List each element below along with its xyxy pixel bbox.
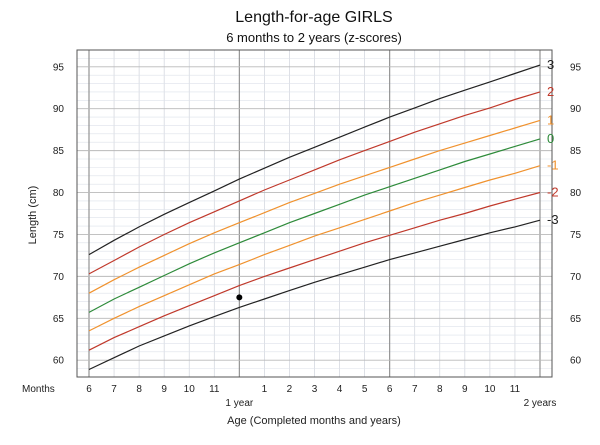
y-axis-label: Length (cm) bbox=[27, 186, 39, 245]
chart-subtitle: 6 months to 2 years (z-scores) bbox=[226, 30, 402, 45]
z-label-2: 2 bbox=[547, 84, 554, 99]
y-tick-left: 95 bbox=[53, 62, 65, 73]
x-tick: 1 bbox=[262, 384, 268, 395]
x-tick: 6 bbox=[387, 384, 393, 395]
y-tick-left: 80 bbox=[53, 188, 65, 199]
y-tick-right: 60 bbox=[570, 356, 582, 367]
x-tick: 8 bbox=[437, 384, 443, 395]
y-tick-right: 85 bbox=[570, 146, 582, 157]
x-tick-labels: 6 7 8 9 10 11 1 2 3 4 5 6 7 8 9 10 111 year 2 years bbox=[86, 384, 556, 409]
x-axis-label: Age (Completed months and years) bbox=[227, 415, 401, 427]
x-year-tick: 1 year bbox=[225, 398, 253, 409]
x-tick: 10 bbox=[484, 384, 496, 395]
y-tick-right: 95 bbox=[570, 62, 582, 73]
series-line-4 bbox=[88, 138, 541, 313]
x-tick: 7 bbox=[412, 384, 418, 395]
x-tick: 2 bbox=[287, 384, 293, 395]
y-tick-left: 60 bbox=[53, 356, 65, 367]
z-label-7: -3 bbox=[547, 212, 559, 227]
months-label: Months bbox=[22, 384, 55, 395]
y-tick-right: 70 bbox=[570, 272, 582, 283]
x-tick: 11 bbox=[209, 384, 220, 395]
z-label-6: -2 bbox=[547, 185, 559, 200]
plot-frame bbox=[76, 49, 553, 378]
y-tick-left: 85 bbox=[53, 146, 65, 157]
y-tick-labels-left: 60 65 70 75 80 85 90 95 bbox=[53, 62, 65, 366]
series-line-6 bbox=[88, 191, 541, 351]
y-tick-left: 65 bbox=[53, 314, 65, 325]
y-tick-right: 80 bbox=[570, 188, 582, 199]
series-line-2 bbox=[88, 91, 541, 275]
y-tick-right: 90 bbox=[570, 104, 582, 115]
x-tick: 10 bbox=[184, 384, 196, 395]
y-tick-left: 70 bbox=[53, 272, 65, 283]
y-tick-right: 75 bbox=[570, 230, 582, 241]
z-label-3: 1 bbox=[547, 112, 554, 127]
series-line-5 bbox=[88, 165, 541, 332]
series-line-3 bbox=[88, 119, 541, 294]
series-layer bbox=[88, 64, 541, 371]
x-year-tick: 2 years bbox=[524, 398, 557, 409]
y-tick-right: 65 bbox=[570, 314, 582, 325]
x-tick: 8 bbox=[136, 384, 142, 395]
x-tick: 11 bbox=[510, 384, 521, 395]
x-tick: 6 bbox=[86, 384, 92, 395]
x-tick: 9 bbox=[462, 384, 468, 395]
x-tick: 5 bbox=[362, 384, 368, 395]
chart-title: Length-for-age GIRLS bbox=[235, 9, 392, 26]
y-tick-left: 90 bbox=[53, 104, 65, 115]
x-tick: 7 bbox=[111, 384, 117, 395]
x-tick: 4 bbox=[337, 384, 343, 395]
x-tick: 3 bbox=[312, 384, 318, 395]
series-line-1 bbox=[88, 64, 541, 256]
z-label-1: 3 bbox=[547, 57, 554, 72]
grid-major bbox=[77, 50, 552, 377]
series-line-7 bbox=[88, 219, 541, 371]
y-tick-labels-right: 60 65 70 75 80 85 90 95 bbox=[570, 62, 582, 366]
z-label-5: -1 bbox=[547, 158, 559, 173]
points-layer bbox=[236, 294, 243, 301]
z-label-4: 0 bbox=[547, 131, 554, 146]
y-tick-left: 75 bbox=[53, 230, 65, 241]
data-point-1 bbox=[236, 294, 243, 301]
z-score-labels: 3 2 1 0 -1 -2 -3 bbox=[547, 57, 559, 227]
x-tick: 9 bbox=[161, 384, 167, 395]
